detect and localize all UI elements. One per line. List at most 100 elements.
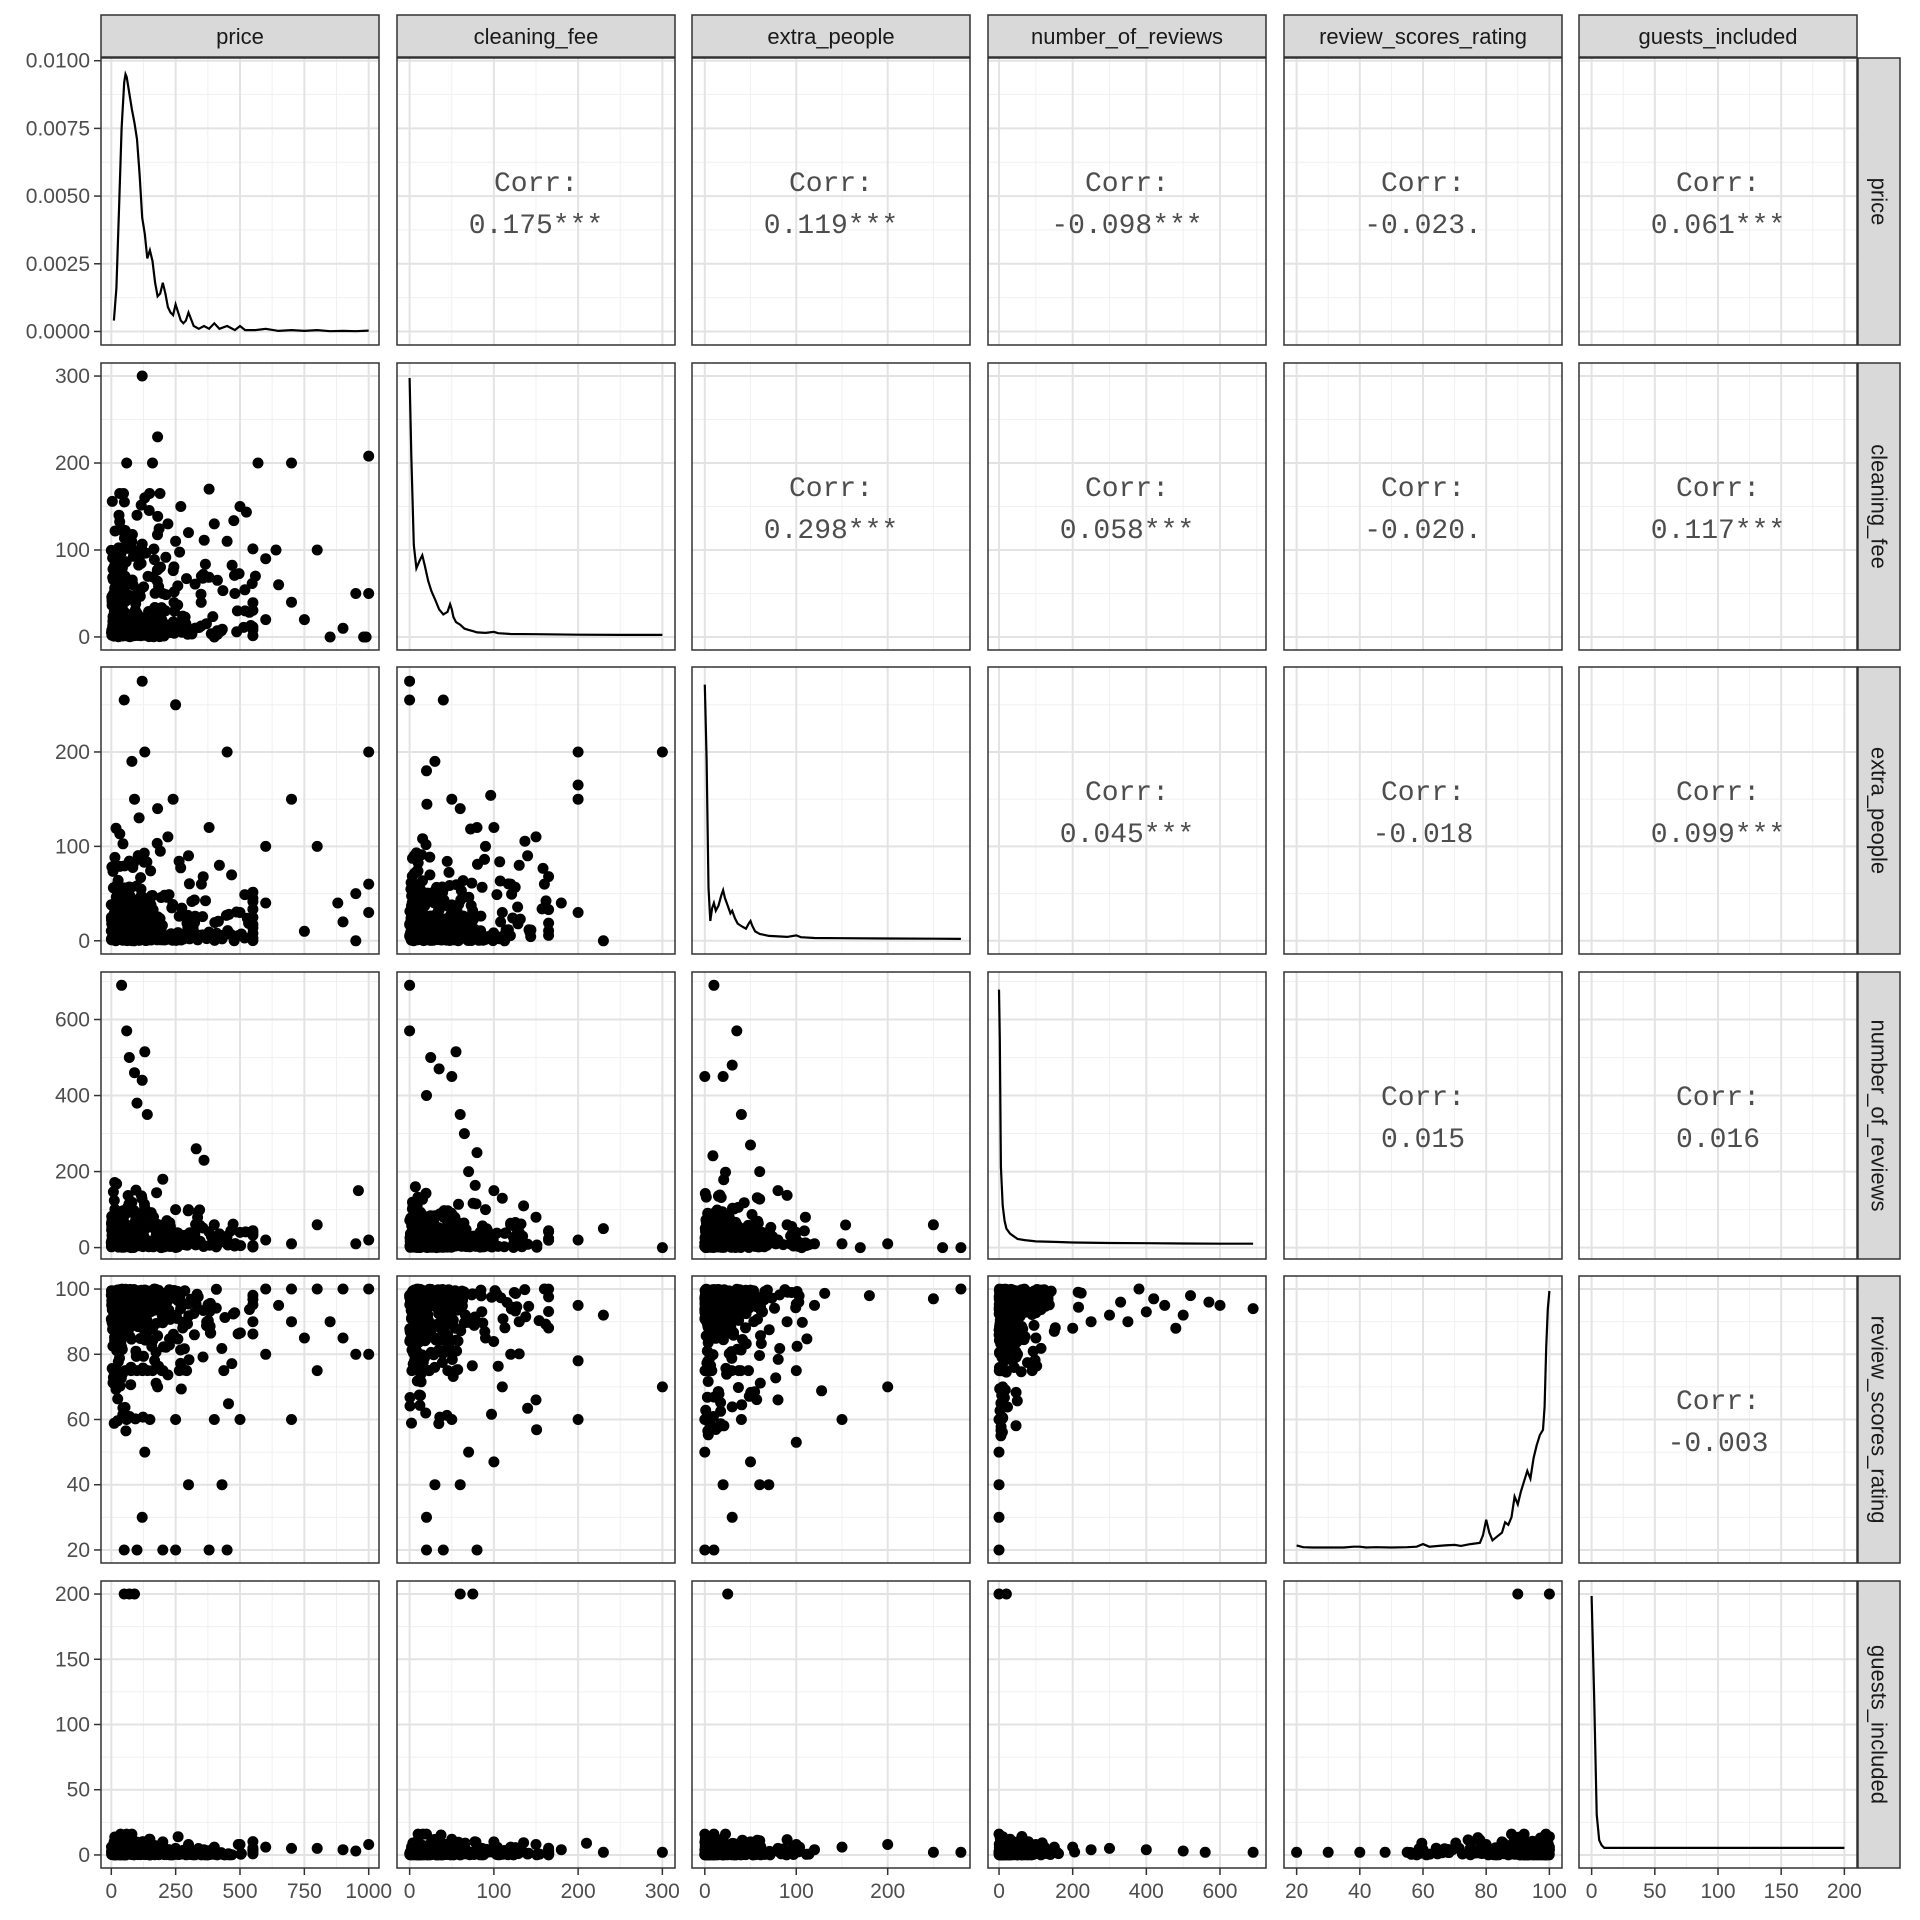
point [234, 501, 246, 512]
point [701, 1365, 713, 1377]
point [172, 580, 184, 592]
point [790, 1226, 802, 1238]
point [200, 618, 212, 630]
point [1030, 1332, 1042, 1344]
point [450, 1365, 462, 1377]
point [129, 1588, 140, 1600]
point [234, 1414, 246, 1425]
point [115, 1372, 127, 1384]
point [260, 1348, 272, 1360]
point [172, 599, 184, 611]
point [157, 1836, 169, 1848]
point [110, 1383, 122, 1395]
point [707, 1349, 719, 1361]
point [114, 828, 126, 840]
point [495, 916, 507, 928]
point [194, 1220, 206, 1231]
point [494, 875, 506, 887]
point [404, 1392, 416, 1403]
point [480, 1204, 491, 1216]
point [350, 1348, 362, 1360]
point [455, 1288, 467, 1300]
row-label-price: price [1867, 178, 1892, 226]
point [116, 979, 128, 991]
point [363, 878, 375, 890]
point [239, 889, 251, 901]
point [363, 746, 375, 758]
point [656, 1242, 668, 1254]
point [406, 1365, 418, 1377]
point [471, 1147, 483, 1159]
point [413, 1286, 425, 1298]
point [136, 1298, 148, 1310]
point [112, 874, 124, 886]
point [181, 1365, 193, 1377]
point [127, 620, 139, 632]
point [137, 1313, 149, 1325]
point [451, 930, 463, 942]
point [446, 793, 458, 805]
point [153, 523, 165, 535]
point [154, 488, 166, 499]
point [404, 675, 416, 687]
point [522, 1402, 534, 1414]
point [435, 1316, 446, 1328]
point [754, 1193, 766, 1205]
point [121, 1025, 133, 1037]
point [840, 1219, 852, 1231]
panel-border [396, 57, 676, 346]
point [415, 1390, 426, 1401]
point [449, 1216, 461, 1228]
point [793, 1290, 805, 1302]
point [260, 614, 272, 626]
corr-label: Corr: [1381, 1083, 1465, 1114]
point [454, 1109, 466, 1120]
point [117, 619, 129, 631]
point [993, 1329, 1005, 1341]
point [993, 1446, 1005, 1458]
point [273, 579, 285, 591]
point [358, 631, 370, 643]
point [136, 542, 147, 554]
point [597, 935, 609, 947]
point [112, 1393, 124, 1405]
point [507, 1301, 519, 1313]
corr-value: 0.175*** [469, 211, 603, 242]
corr-label: Corr: [494, 169, 578, 200]
panel-cleaning-fee-vs-number-of-reviews: Corr:0.058*** [987, 362, 1267, 651]
point [217, 585, 229, 597]
point [712, 1386, 724, 1398]
point [109, 1844, 120, 1856]
panel-cleaning-fee-vs-review-scores-rating: Corr:-0.020. [1283, 362, 1563, 651]
point [121, 1414, 133, 1425]
point [429, 1361, 441, 1373]
point [755, 1338, 767, 1349]
point [197, 1351, 209, 1363]
point [229, 569, 240, 581]
point [488, 1185, 500, 1197]
point [208, 518, 220, 530]
corr-label: Corr: [789, 474, 873, 505]
panel-cleaning-fee-vs-cleaning-fee [396, 362, 676, 651]
point [702, 1211, 714, 1223]
point [174, 546, 186, 558]
panel-price-vs-price [100, 57, 380, 346]
point [350, 935, 362, 947]
corr-label: Corr: [1676, 1083, 1760, 1114]
point [111, 1339, 123, 1351]
point [769, 1302, 780, 1314]
point [512, 901, 524, 913]
point [162, 831, 174, 843]
point [175, 1344, 187, 1356]
point [1048, 1325, 1060, 1337]
point [530, 1211, 542, 1223]
point [726, 1401, 738, 1413]
point [425, 1210, 436, 1222]
point [311, 1365, 323, 1377]
point [700, 1404, 712, 1416]
point [106, 861, 118, 873]
point [572, 1355, 584, 1367]
point [499, 1322, 511, 1334]
point [407, 1310, 419, 1322]
point [120, 1226, 132, 1238]
